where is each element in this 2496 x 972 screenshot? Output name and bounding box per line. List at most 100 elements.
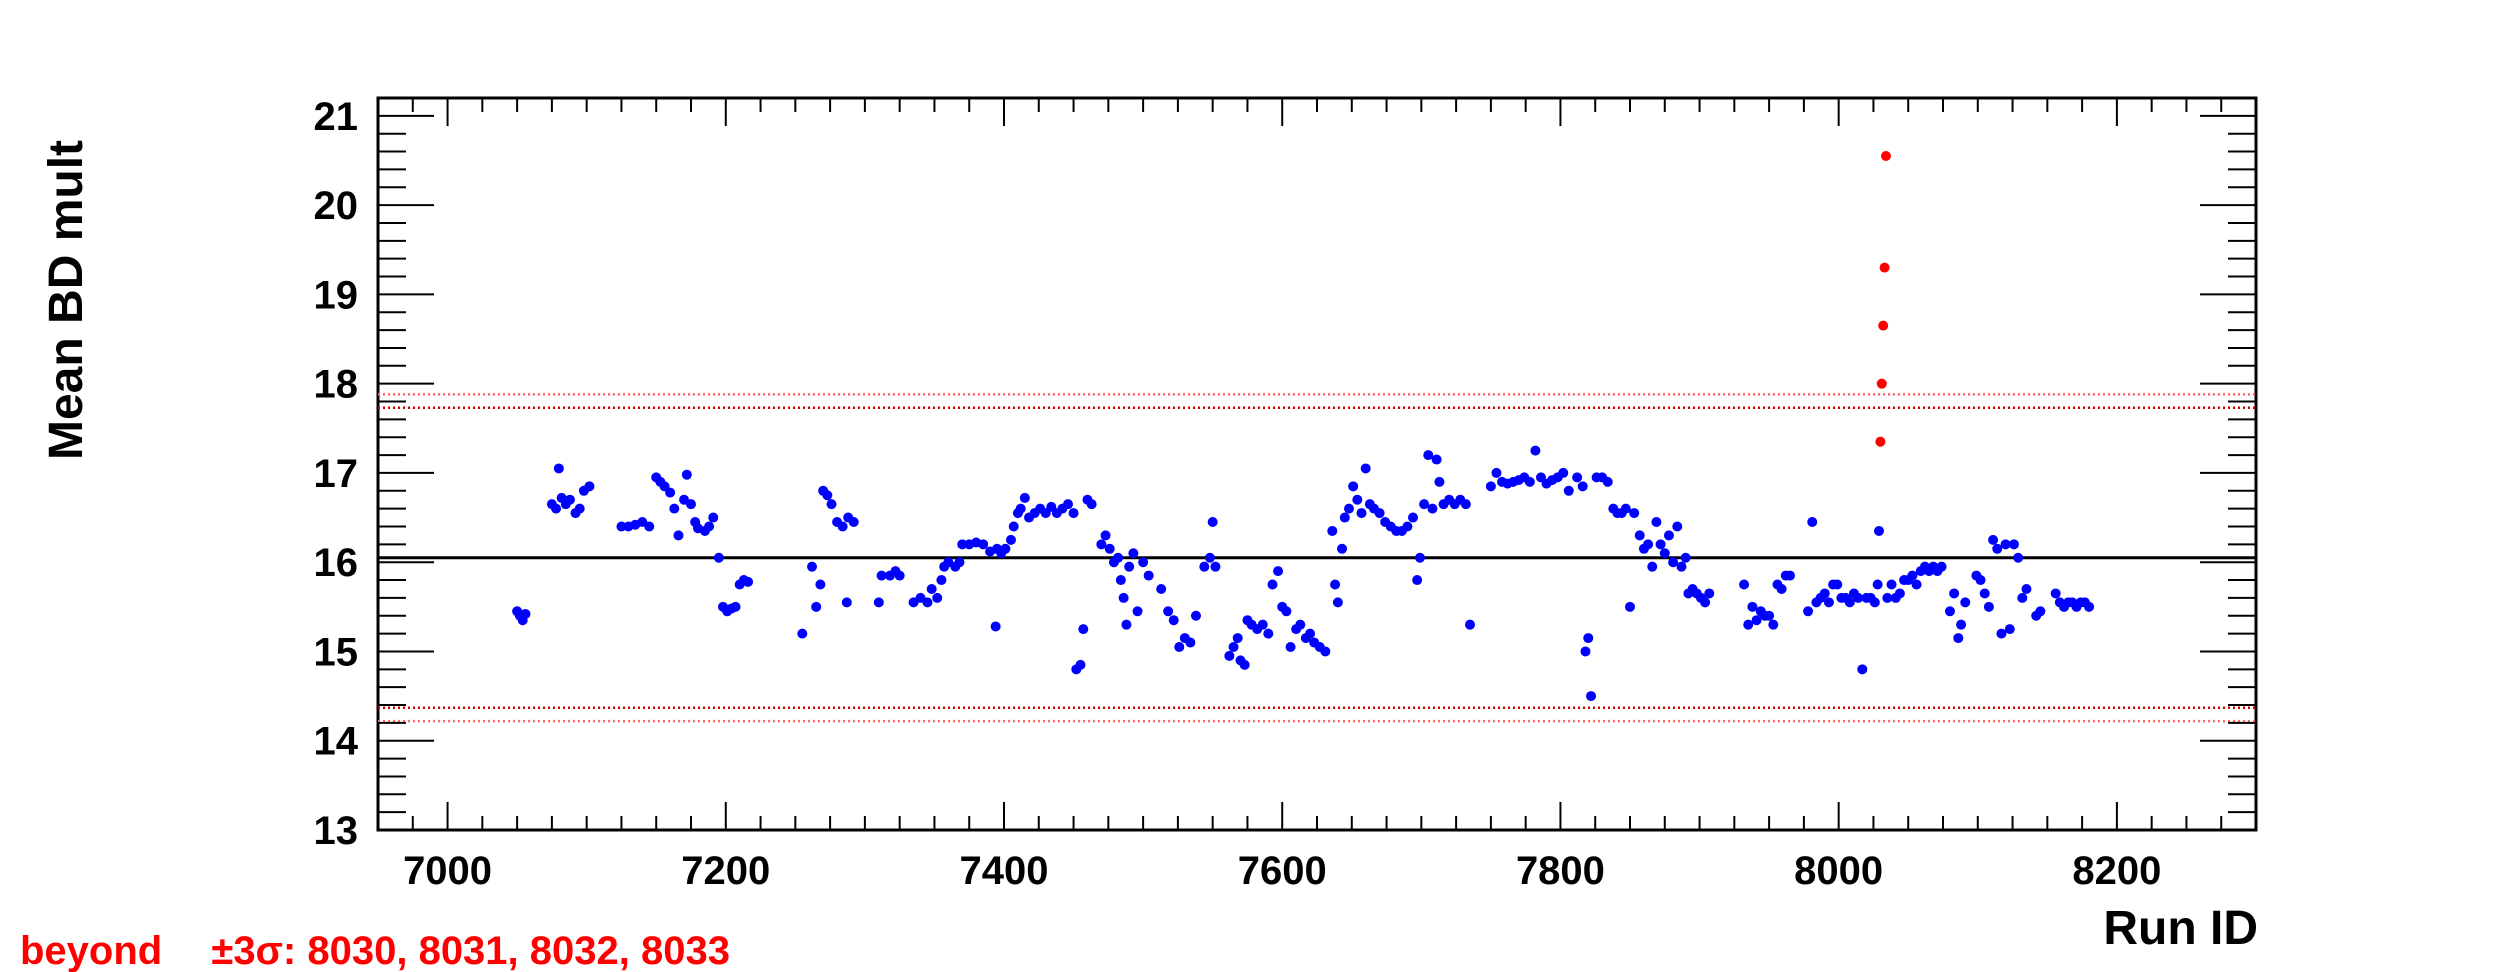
outlier-point	[1875, 436, 1886, 447]
data-point	[815, 579, 826, 590]
data-point	[841, 597, 852, 608]
data-point	[1643, 539, 1654, 550]
data-point	[1874, 525, 1885, 536]
y-tick-label: 15	[314, 630, 359, 674]
data-point	[1332, 597, 1343, 608]
data-point	[2021, 583, 2032, 594]
data-point	[1224, 650, 1235, 661]
data-point	[1121, 619, 1132, 630]
data-point	[1625, 601, 1635, 612]
y-axis-title: Mean BD mult	[40, 140, 93, 460]
data-point	[1651, 517, 1662, 528]
data-point	[1743, 619, 1754, 630]
data-point	[1882, 592, 1893, 603]
data-point	[1944, 606, 1955, 617]
data-point	[1676, 561, 1687, 572]
data-point	[1128, 548, 1139, 559]
data-point	[708, 512, 719, 523]
data-point	[1402, 521, 1413, 532]
data-point	[1263, 628, 1274, 639]
data-point	[1803, 606, 1814, 617]
data-point	[713, 552, 724, 563]
data-point	[1412, 575, 1423, 586]
data-point	[1663, 530, 1674, 541]
data-point	[686, 499, 696, 510]
x-tick-label: 7600	[1238, 849, 1327, 893]
outlier-note-range: ±3σ: 8030, 8031, 8032, 8033	[211, 929, 730, 972]
data-point	[1853, 592, 1864, 603]
y-tick-label: 19	[314, 273, 359, 317]
data-point	[1239, 659, 1250, 670]
data-point	[644, 521, 655, 532]
y-tick-label: 13	[314, 809, 359, 853]
data-point	[1634, 530, 1645, 541]
data-point	[1460, 499, 1471, 510]
data-point	[1330, 579, 1341, 590]
data-point	[1086, 499, 1097, 510]
data-point	[1374, 508, 1385, 519]
data-point	[1700, 597, 1711, 608]
data-point	[1747, 601, 1758, 612]
data-point	[1118, 592, 1129, 603]
data-point	[520, 608, 531, 619]
data-point	[1491, 467, 1502, 478]
data-point	[1295, 619, 1306, 630]
data-point	[1647, 561, 1658, 572]
data-point	[876, 570, 887, 581]
data-point	[807, 561, 818, 572]
data-point	[730, 601, 741, 612]
data-point	[1285, 642, 1296, 652]
y-tick-label: 21	[314, 95, 359, 139]
data-point	[873, 597, 884, 608]
data-point	[1672, 521, 1683, 532]
data-point	[1807, 517, 1818, 528]
data-point	[2000, 539, 2011, 550]
data-point	[1005, 534, 1016, 545]
data-point	[1419, 499, 1430, 510]
data-point	[2013, 552, 2024, 563]
data-point	[1132, 606, 1143, 617]
reference-lines	[378, 393, 2256, 723]
data-point	[1204, 552, 1215, 563]
data-point	[1886, 579, 1897, 590]
data-point	[1832, 579, 1843, 590]
data-point	[1949, 588, 1960, 599]
data-point	[673, 530, 684, 541]
data-point	[1185, 637, 1196, 648]
data-point	[1000, 543, 1011, 554]
data-point	[1668, 557, 1679, 568]
y-tick-label: 16	[314, 541, 359, 585]
data-point	[1844, 597, 1855, 608]
data-point	[1659, 548, 1670, 559]
data-point	[1975, 575, 1986, 586]
data-point	[1115, 575, 1126, 586]
data-point	[1124, 561, 1135, 572]
data-points	[512, 151, 2095, 702]
data-point	[1992, 543, 2003, 554]
data-point	[1019, 492, 1030, 503]
data-point	[1273, 566, 1284, 577]
data-point	[1104, 543, 1115, 554]
data-point	[1339, 512, 1350, 523]
data-point	[1075, 659, 1086, 670]
data-point	[1953, 633, 1964, 644]
data-point	[574, 503, 585, 514]
data-point	[669, 503, 680, 514]
data-point	[1936, 561, 1947, 572]
data-point	[926, 583, 937, 594]
outlier-point	[1880, 151, 1891, 162]
data-point	[1352, 494, 1363, 505]
data-point	[1327, 525, 1338, 536]
data-point	[1960, 597, 1971, 608]
data-point	[837, 521, 848, 532]
data-point	[1996, 628, 2007, 639]
data-point	[936, 575, 947, 586]
outlier-note-prefix: beyond	[20, 929, 162, 972]
data-point	[584, 481, 595, 492]
data-point	[1343, 503, 1354, 514]
data-point	[1620, 503, 1631, 514]
data-point	[826, 499, 837, 510]
data-point	[1431, 454, 1442, 465]
data-point	[1988, 534, 1999, 545]
data-point	[1138, 557, 1149, 568]
